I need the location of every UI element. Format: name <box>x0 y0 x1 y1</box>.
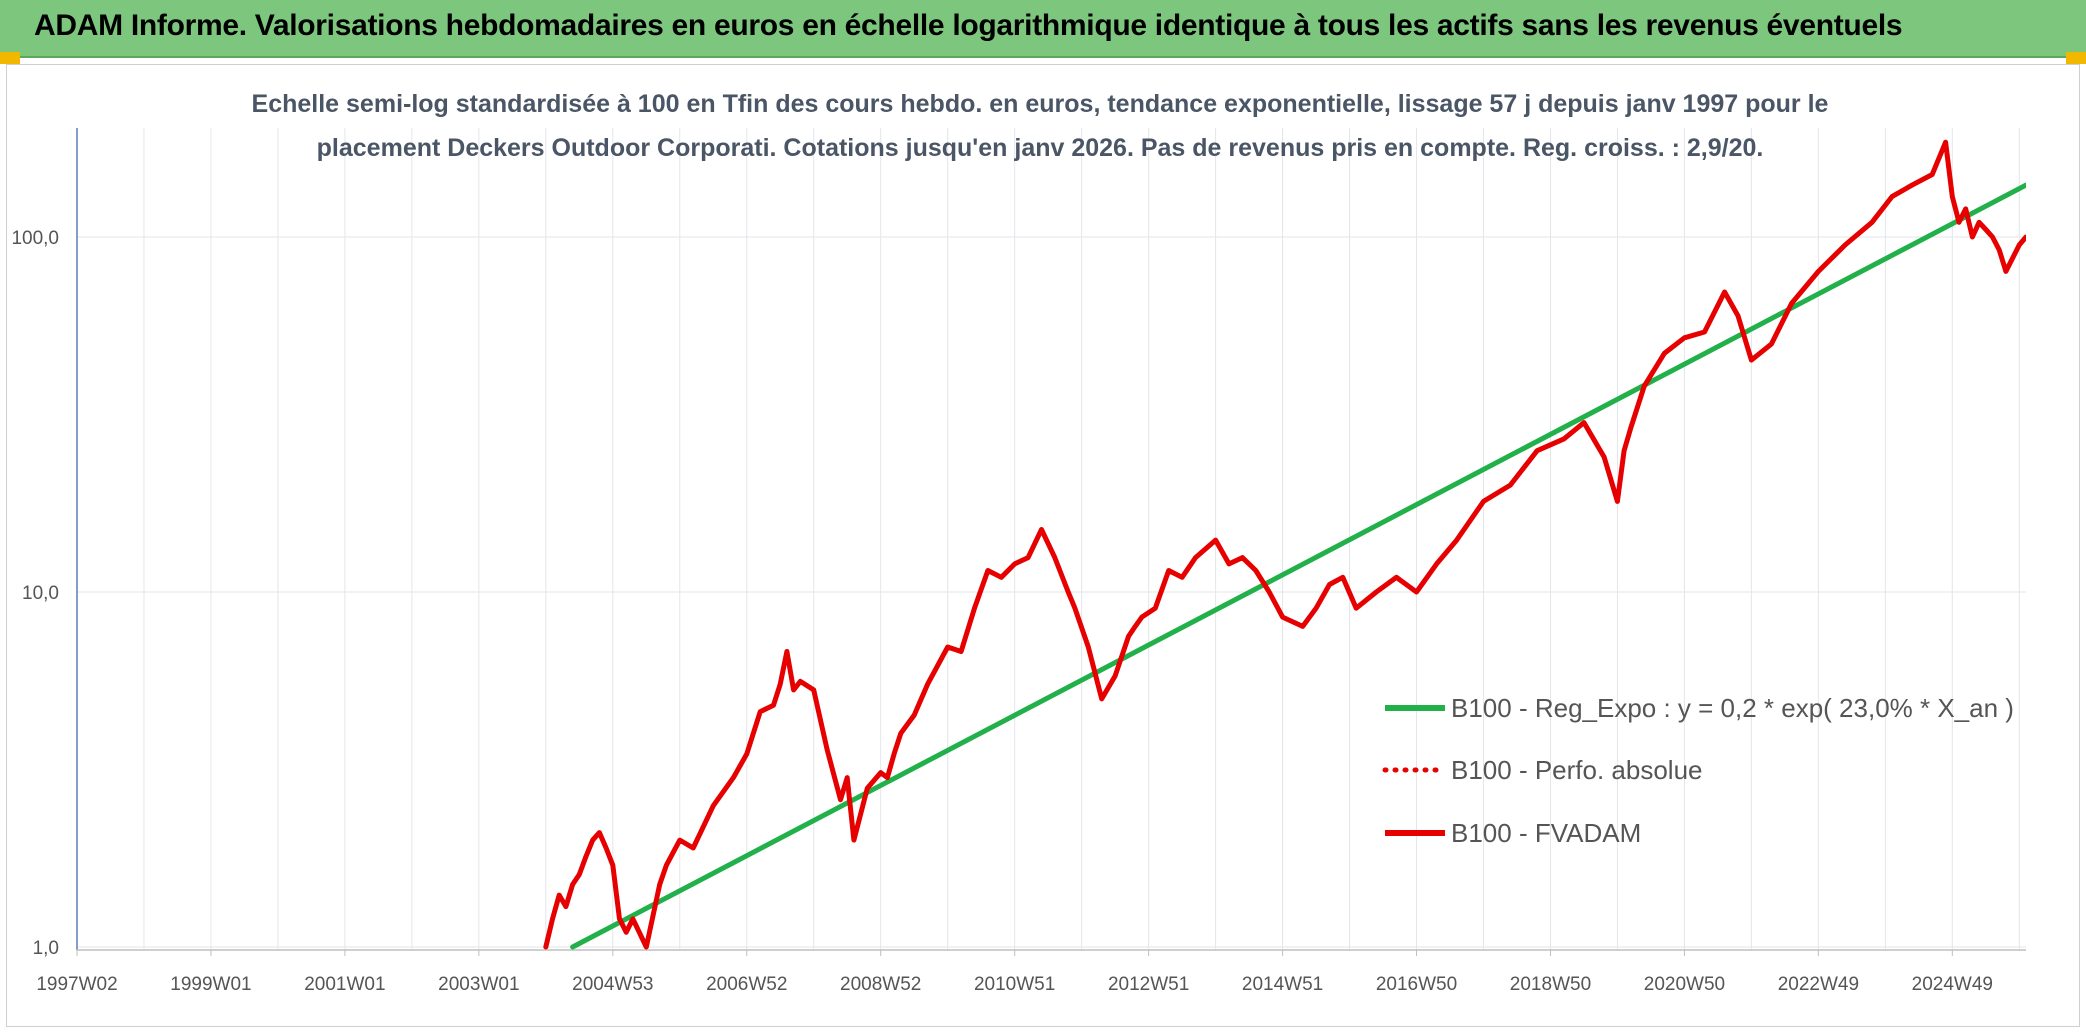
x-tick-label: 2012W51 <box>1108 974 1189 995</box>
x-tick-label: 2003W01 <box>438 974 519 995</box>
legend-label-2: B100 - FVADAM <box>1451 818 1641 848</box>
chart-frame <box>6 64 2080 1027</box>
x-tick-label: 2014W51 <box>1242 974 1323 995</box>
legend-label-0: B100 - Reg_Expo : y = 0,2 * exp( 23,0% *… <box>1451 693 2014 723</box>
x-tick-label: 2018W50 <box>1510 974 1591 995</box>
report-title: ADAM Informe. Valorisations hebdomadaire… <box>34 9 1903 42</box>
x-tick-label: 1997W02 <box>36 974 117 995</box>
x-tick-label: 2022W49 <box>1778 974 1859 995</box>
gridlines <box>76 128 2026 950</box>
x-tick-label: 1999W01 <box>170 974 251 995</box>
y-tick-label: 100,0 <box>11 228 59 249</box>
x-tick-label: 2001W01 <box>304 974 385 995</box>
chart-title-line1: Echelle semi-log standardisée à 100 en T… <box>251 90 1829 118</box>
corner-mark-right <box>2066 52 2086 64</box>
axes: 1,0 10,0 100,0 1997W02 1999W01 2001W01 2003W01… <box>11 128 2026 995</box>
corner-mark-left <box>0 52 20 64</box>
x-tick-label: 2004W53 <box>572 974 653 995</box>
legend: B100 - Reg_Expo : y = 0,2 * exp( 23,0% *… <box>1382 693 2014 848</box>
legend-label-1: B100 - Perfo. absolue <box>1451 755 1703 785</box>
x-tick-label: 2020W50 <box>1644 974 1725 995</box>
header-banner: ADAM Informe. Valorisations hebdomadaire… <box>0 0 2086 58</box>
x-tick-label: 2010W51 <box>974 974 1055 995</box>
y-tick-label: 1,0 <box>33 938 59 959</box>
x-tick-label: 2024W49 <box>1912 974 1993 995</box>
chart-title-line2: placement Deckers Outdoor Corporati. Cot… <box>316 134 1764 162</box>
y-tick-label: 10,0 <box>22 583 59 604</box>
x-tick-label: 2016W50 <box>1376 974 1457 995</box>
x-tick-label: 2006W52 <box>706 974 787 995</box>
x-tick-label: 2008W52 <box>840 974 921 995</box>
series-lines <box>543 139 2026 950</box>
series-line-0 <box>570 182 2026 950</box>
series-line-2 <box>543 139 2026 950</box>
